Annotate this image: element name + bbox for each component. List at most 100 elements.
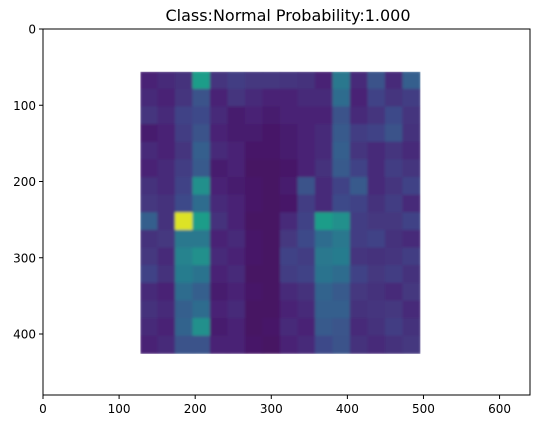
heatmap-cell <box>314 124 334 143</box>
heatmap-cell <box>244 159 264 178</box>
heatmap-cell <box>402 194 421 214</box>
heatmap-cell <box>402 212 421 231</box>
heatmap-cell <box>140 124 159 143</box>
x-tick-label: 600 <box>488 402 511 416</box>
y-axis: 0 100 200 300 400 <box>13 23 43 342</box>
heatmap-cell <box>157 212 176 231</box>
y-tick-label: 100 <box>13 99 36 113</box>
heatmap-cell <box>279 106 299 126</box>
heatmap-cell <box>192 106 211 126</box>
heatmap-cell <box>297 247 316 267</box>
heatmap-cell <box>349 159 369 178</box>
x-tick-label: 400 <box>336 402 359 416</box>
heatmap-cell <box>262 88 281 108</box>
heatmap-cell <box>262 106 281 126</box>
heatmap-cell <box>332 229 351 249</box>
heatmap-cell <box>174 194 194 214</box>
heatmap-cell <box>297 265 316 284</box>
heatmap-cell <box>262 318 281 337</box>
heatmap-cell <box>332 71 351 90</box>
heatmap-cell <box>349 71 369 90</box>
heatmap-cell <box>140 71 159 90</box>
heatmap-cell <box>297 88 316 108</box>
heatmap-cell <box>384 124 404 143</box>
heatmap-cell <box>297 159 316 178</box>
heatmap-cell <box>244 335 264 354</box>
heatmap-cell <box>332 247 351 267</box>
heatmap-cell <box>174 247 194 267</box>
heatmap-cell <box>402 282 421 302</box>
heatmap-cell <box>314 318 334 337</box>
heatmap-cell <box>349 335 369 354</box>
heatmap-cell <box>402 141 421 161</box>
heatmap-cell <box>262 247 281 267</box>
heatmap-cell <box>227 300 246 320</box>
heatmap-cell <box>402 71 421 90</box>
heatmap-cell <box>402 88 421 108</box>
heatmap-cell <box>227 247 246 267</box>
heatmap-cell <box>349 300 369 320</box>
heatmap-cell <box>332 335 351 354</box>
heatmap-cell <box>402 265 421 284</box>
heatmap-cell <box>262 229 281 249</box>
heatmap-cells <box>140 71 421 354</box>
heatmap-cell <box>384 212 404 231</box>
heatmap-cell <box>402 229 421 249</box>
heatmap-cell <box>227 194 246 214</box>
heatmap-cell <box>349 124 369 143</box>
heatmap-cell <box>244 318 264 337</box>
heatmap-cell <box>209 159 229 178</box>
heatmap-cell <box>227 141 246 161</box>
heatmap-cell <box>262 265 281 284</box>
heatmap-cell <box>174 141 194 161</box>
heatmap-cell <box>279 282 299 302</box>
chart-title: Class:Normal Probability:1.000 <box>165 6 410 25</box>
heatmap-cell <box>157 106 176 126</box>
heatmap-cell <box>209 282 229 302</box>
heatmap-cell <box>279 141 299 161</box>
x-tick-label: 100 <box>108 402 131 416</box>
heatmap-cell <box>262 300 281 320</box>
heatmap-cell <box>157 88 176 108</box>
heatmap-cell <box>174 159 194 178</box>
x-tick-label: 0 <box>39 402 47 416</box>
heatmap-cell <box>192 318 211 337</box>
heatmap-cell <box>314 300 334 320</box>
heatmap-cell <box>402 335 421 354</box>
heatmap-cell <box>332 282 351 302</box>
heatmap-cell <box>140 194 159 214</box>
x-tick-label: 200 <box>184 402 207 416</box>
heatmap-cell <box>157 318 176 337</box>
heatmap-cell <box>332 106 351 126</box>
heatmap-cell <box>140 106 159 126</box>
heatmap-cell <box>384 141 404 161</box>
heatmap-cell <box>244 177 264 196</box>
heatmap-cell <box>297 71 316 90</box>
heatmap-cell <box>262 194 281 214</box>
heatmap-cell <box>262 282 281 302</box>
x-axis: 0 100 200 300 400 500 600 <box>39 395 511 416</box>
heatmap-cell <box>314 177 334 196</box>
heatmap-cell <box>192 194 211 214</box>
heatmap-cell <box>174 229 194 249</box>
heatmap-cell <box>174 124 194 143</box>
heatmap-cell <box>349 88 369 108</box>
heatmap-cell <box>367 212 386 231</box>
heatmap-cell <box>297 335 316 354</box>
heatmap-cell <box>209 318 229 337</box>
heatmap-cell <box>174 177 194 196</box>
heatmap-cell <box>157 159 176 178</box>
heatmap-cell <box>227 265 246 284</box>
heatmap-cell <box>384 247 404 267</box>
heatmap-cell <box>314 194 334 214</box>
heatmap-cell <box>227 106 246 126</box>
heatmap-cell <box>332 141 351 161</box>
heatmap-cell <box>157 229 176 249</box>
heatmap-cell <box>244 194 264 214</box>
heatmap-cell <box>227 159 246 178</box>
heatmap-cell <box>227 177 246 196</box>
heatmap-cell <box>402 124 421 143</box>
y-tick-label: 200 <box>13 175 36 189</box>
heatmap-cell <box>384 335 404 354</box>
